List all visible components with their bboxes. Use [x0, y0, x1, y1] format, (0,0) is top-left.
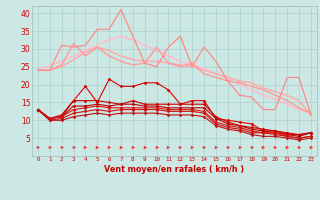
X-axis label: Vent moyen/en rafales ( km/h ): Vent moyen/en rafales ( km/h ) [104, 165, 244, 174]
